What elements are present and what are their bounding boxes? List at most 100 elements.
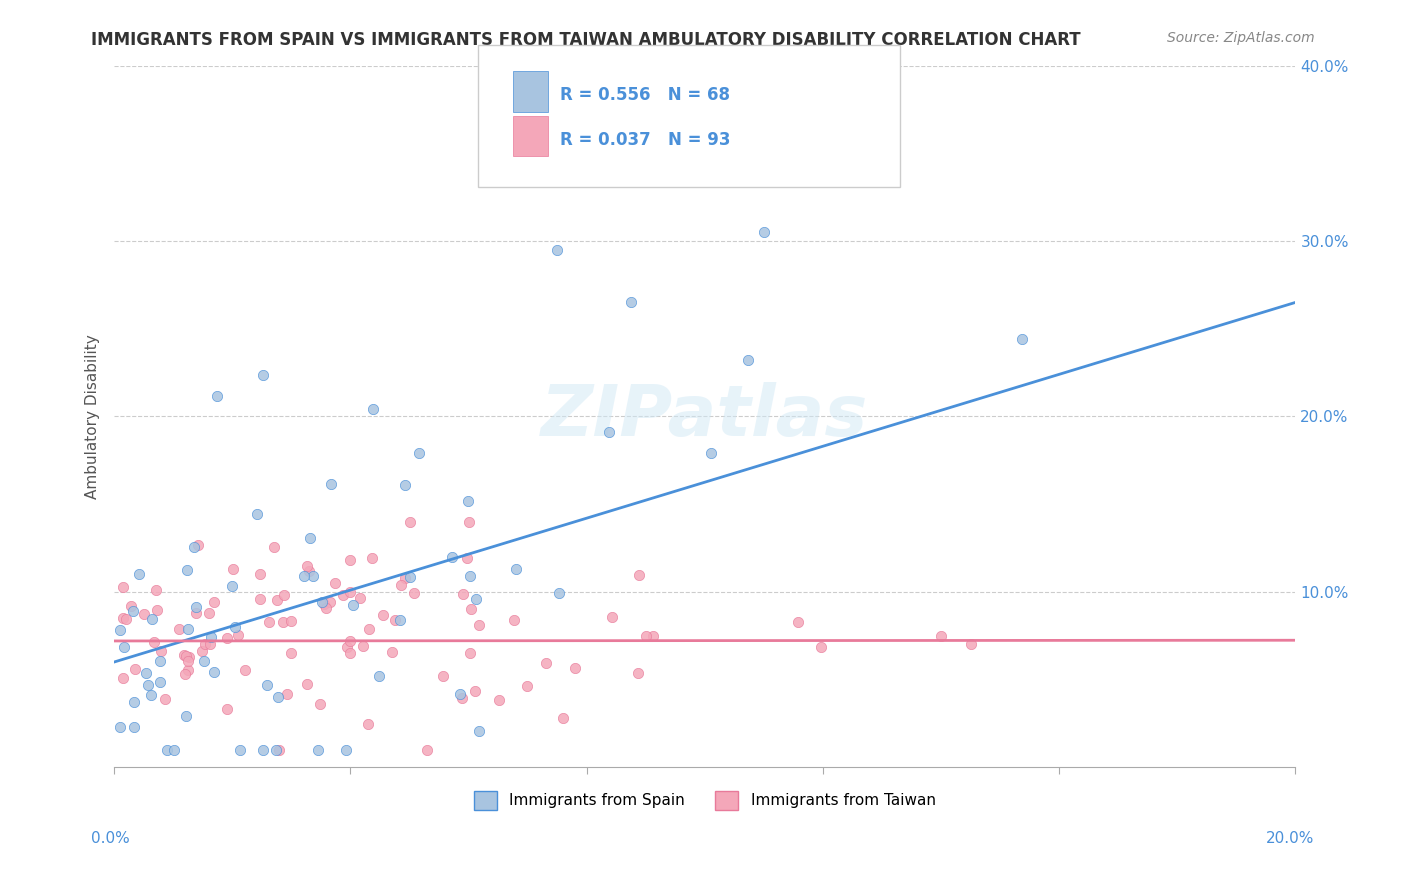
Point [149,643,172,657]
Point [222,562,245,576]
Point [381,645,404,659]
Point [194,637,217,651]
Point [156,742,179,756]
Point [416,742,439,756]
Point [323,575,346,590]
Point [394,478,416,492]
Point [136,677,159,691]
Point [174,708,197,723]
Point [273,588,295,602]
Point [176,648,198,663]
Point [929,629,952,643]
Point [163,742,186,756]
Point [564,661,586,675]
Point [352,639,374,653]
Point [153,691,176,706]
Point [536,656,558,670]
Point [249,591,271,606]
Y-axis label: Ambulatory Disability: Ambulatory Disability [86,334,100,499]
Point [458,646,481,660]
Point [295,558,318,573]
Point [307,742,329,756]
Point [398,515,420,529]
Point [1011,332,1033,346]
Point [620,294,643,309]
Point [315,601,337,615]
Point [321,477,343,491]
Point [128,567,150,582]
Text: ZIPatlas: ZIPatlas [541,382,869,451]
Point [173,648,195,662]
Point [115,612,138,626]
Legend: Immigrants from Spain, Immigrants from Taiwan: Immigrants from Spain, Immigrants from T… [468,785,942,816]
Point [356,717,378,731]
Point [627,666,650,681]
Point [503,613,526,627]
Point [737,352,759,367]
Point [177,654,200,668]
Point [292,569,315,583]
Point [252,742,274,756]
Point [357,622,380,636]
Point [441,550,464,565]
Point [215,632,238,646]
Point [226,628,249,642]
Point [207,389,229,403]
Point [551,711,574,725]
Point [456,551,478,566]
Point [339,553,361,567]
Point [295,677,318,691]
Point [141,688,163,702]
Point [546,243,568,257]
Point [332,588,354,602]
Point [167,622,190,636]
Point [467,618,489,632]
Point [752,225,775,239]
Point [460,602,482,616]
Text: IMMIGRANTS FROM SPAIN VS IMMIGRANTS FROM TAIWAN AMBULATORY DISABILITY CORRELATIO: IMMIGRANTS FROM SPAIN VS IMMIGRANTS FROM… [91,31,1081,49]
Point [267,742,290,756]
Point [276,687,298,701]
Point [145,582,167,597]
Point [132,607,155,622]
Text: R = 0.037   N = 93: R = 0.037 N = 93 [560,130,730,148]
Point [183,541,205,555]
Point [193,654,215,668]
Point [215,702,238,716]
Point [335,742,357,756]
Point [468,724,491,739]
Point [302,569,325,583]
Point [339,584,361,599]
Point [394,571,416,585]
Point [516,679,538,693]
Point [197,606,219,620]
Point [388,613,411,627]
Point [246,508,269,522]
Point [256,678,278,692]
Point [264,742,287,756]
Point [309,697,332,711]
Point [810,640,832,654]
Point [267,690,290,705]
Point [177,622,200,636]
Point [464,684,486,698]
Point [221,579,243,593]
Point [122,695,145,709]
Point [271,615,294,630]
Point [389,577,412,591]
Point [457,515,479,529]
Point [402,586,425,600]
Point [146,603,169,617]
Point [120,599,142,613]
Point [263,540,285,554]
Point [312,597,335,611]
Point [280,614,302,628]
Point [198,637,221,651]
Point [505,562,527,576]
Point [149,675,172,690]
Point [141,612,163,626]
Point [451,587,474,601]
Point [200,630,222,644]
Point [634,629,657,643]
Point [149,654,172,668]
